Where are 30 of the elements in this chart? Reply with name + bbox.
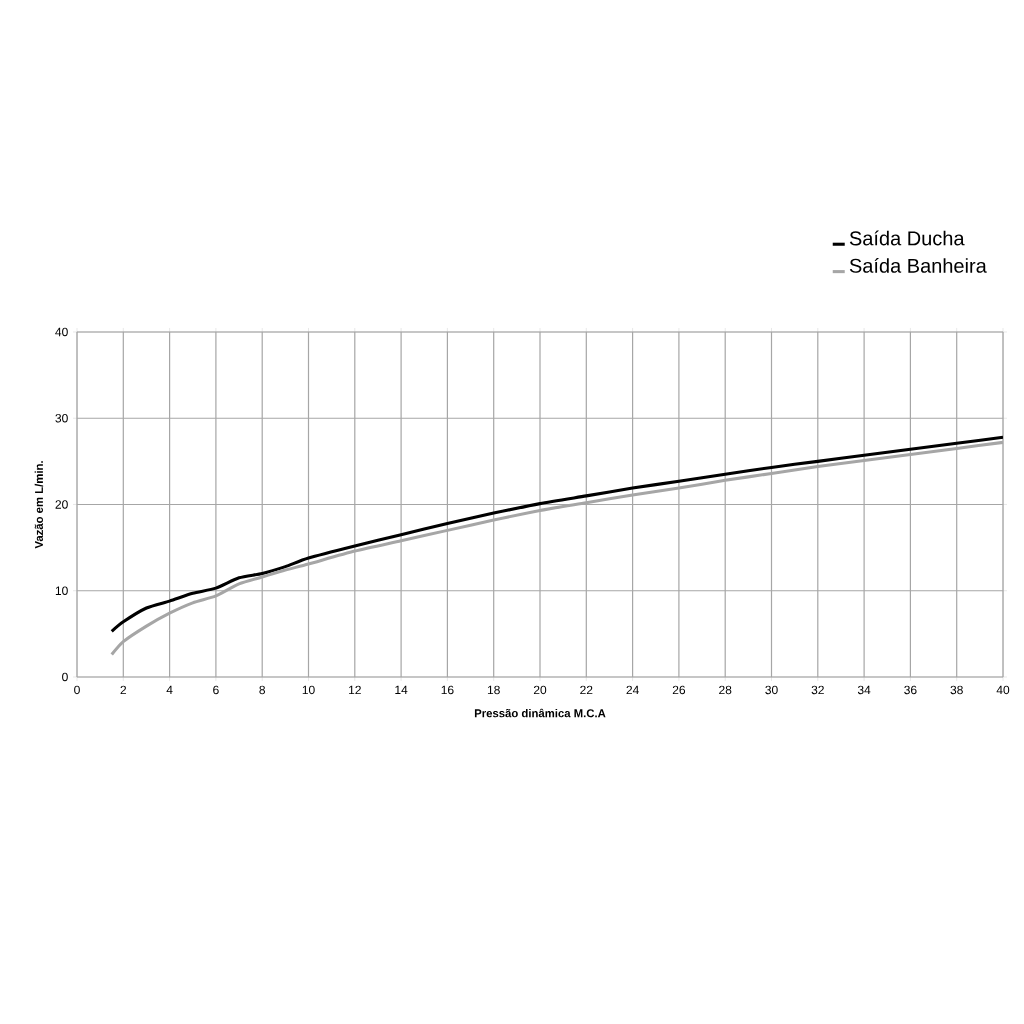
x-tick-label: 16 xyxy=(441,685,454,695)
y-tick-label: 40 xyxy=(55,327,68,337)
x-tick-label: 34 xyxy=(857,685,871,695)
x-tick-label: 0 xyxy=(74,685,80,695)
x-tick-label: 20 xyxy=(533,685,547,695)
x-tick-label: 8 xyxy=(259,685,266,695)
x-tick-label: 28 xyxy=(719,685,732,695)
x-tick-label: 38 xyxy=(950,685,963,695)
x-tick-label: 2 xyxy=(120,685,127,695)
x-tick-label: 24 xyxy=(626,685,639,695)
x-tick-label: 6 xyxy=(213,685,219,695)
x-tick-label: 32 xyxy=(811,685,824,695)
x-tick-label: 30 xyxy=(765,685,778,695)
legend-label: Saída Banheira xyxy=(849,257,987,273)
x-tick-label: 18 xyxy=(487,685,500,695)
x-tick-label: 14 xyxy=(395,685,408,694)
x-tick-label: 22 xyxy=(580,685,593,695)
legend-label: Saída Ducha xyxy=(849,230,965,246)
x-tick-label: 12 xyxy=(349,685,361,695)
x-tick-label: 4 xyxy=(166,685,173,694)
y-tick-label: 10 xyxy=(55,586,68,595)
x-tick-label: 26 xyxy=(672,685,686,695)
x-tick-label: 36 xyxy=(904,685,917,695)
y-tick-label: 20 xyxy=(55,500,68,509)
x-tick-label: 10 xyxy=(302,685,315,695)
y-axis-title: Vazão em L/min. xyxy=(34,461,44,549)
y-tick-label: 30 xyxy=(55,413,68,423)
x-axis-title: Pressão dinâmica M.C.A xyxy=(474,708,606,718)
y-tick-label: 0 xyxy=(62,672,68,682)
x-tick-label: 40 xyxy=(996,685,1010,695)
